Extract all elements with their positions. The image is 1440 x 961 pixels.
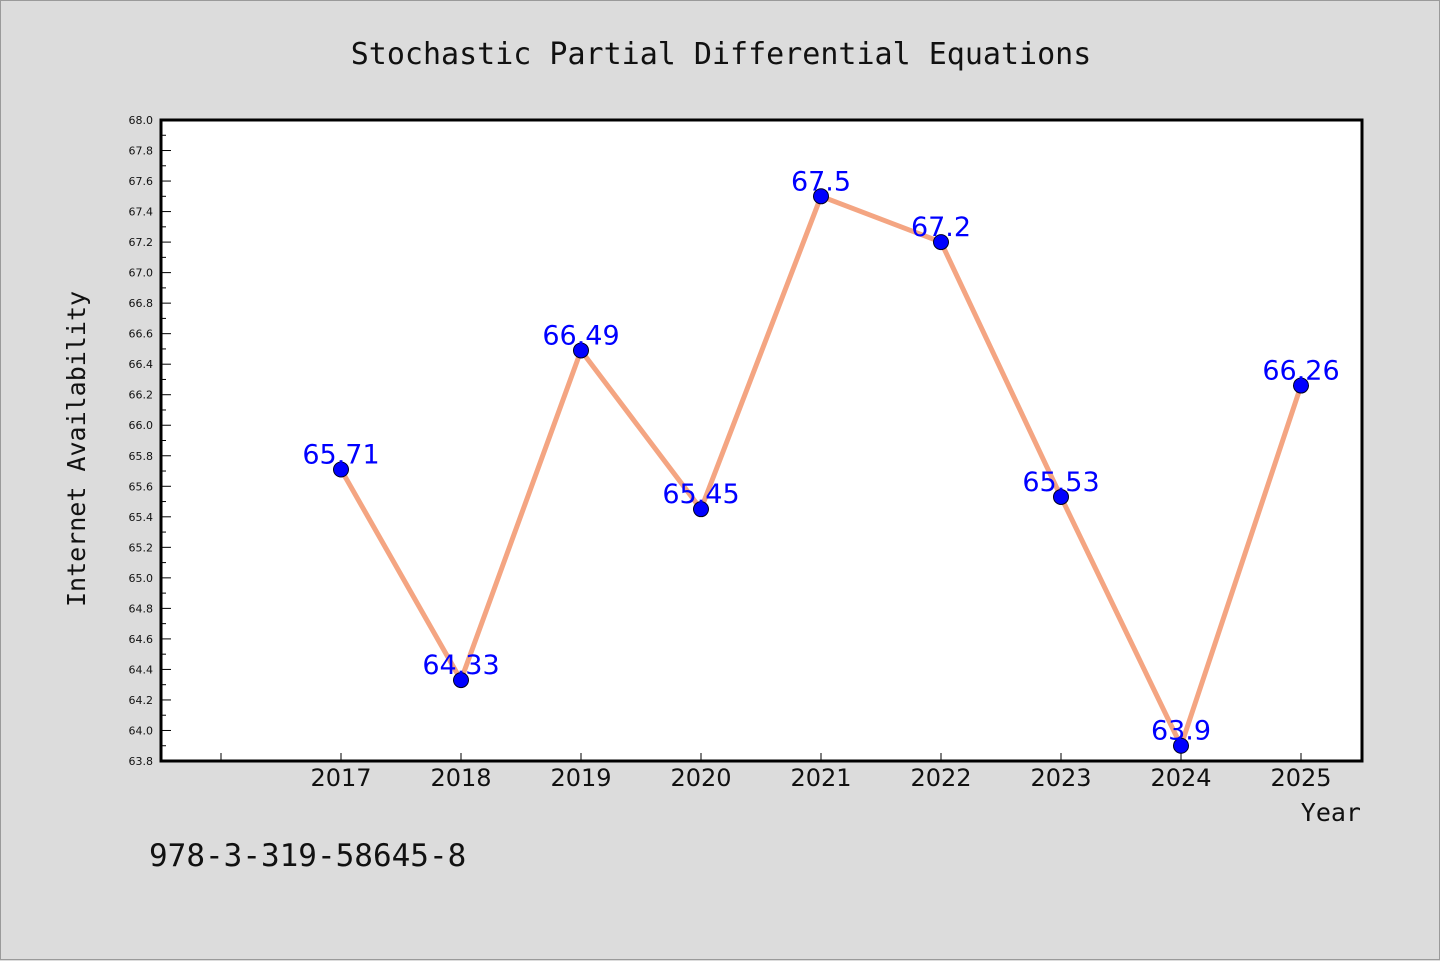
y-tick-label: 63.8 <box>129 755 154 768</box>
x-tick-label: 2025 <box>1270 764 1331 792</box>
x-tick-label: 2021 <box>790 764 851 792</box>
data-label: 65.53 <box>1022 467 1099 498</box>
x-tick-label: 2023 <box>1030 764 1091 792</box>
x-tick-label: 2018 <box>430 764 491 792</box>
y-tick-label: 67.2 <box>129 236 154 249</box>
y-tick-label: 65.2 <box>129 541 154 554</box>
data-label: 66.49 <box>542 320 619 351</box>
y-tick-label: 64.8 <box>129 602 154 615</box>
isbn-footnote: 978-3-319-58645-8 <box>149 838 466 874</box>
data-label: 63.9 <box>1151 716 1211 747</box>
y-tick-label: 67.6 <box>129 175 154 188</box>
data-point <box>1053 488 1069 505</box>
data-point <box>573 342 589 359</box>
y-tick-label: 65.6 <box>129 480 154 493</box>
y-axis: 63.8 64.0 64.2 64.4 64.6 64.8 65.0 65.2 65.4 65.6… <box>129 114 171 768</box>
x-axis-label: Year <box>1301 798 1361 827</box>
data-point <box>1293 377 1309 394</box>
data-label: 67.5 <box>791 166 851 197</box>
data-label: 66.26 <box>1262 356 1339 387</box>
data-label: 67.2 <box>911 212 971 243</box>
x-tick-label: 2024 <box>1150 764 1211 792</box>
y-tick-label: 64.6 <box>129 633 154 646</box>
y-tick-label: 67.0 <box>129 267 154 280</box>
data-point <box>813 188 829 205</box>
series-group <box>333 188 1309 754</box>
data-label-group: 65.71 64.33 66.49 65.45 67.5 67.2 65.53 63.9 66.… <box>302 166 1339 746</box>
x-tick-label: 2019 <box>550 764 611 792</box>
y-tick-label: 66.2 <box>129 389 154 402</box>
y-tick-label: 66.8 <box>129 297 154 310</box>
y-tick-label: 67.4 <box>129 206 154 219</box>
y-tick-label: 67.8 <box>129 145 154 158</box>
y-tick-label: 65.0 <box>129 572 154 585</box>
y-tick-label: 68.0 <box>129 114 154 127</box>
data-label: 64.33 <box>422 650 499 681</box>
chart-title: Stochastic Partial Differential Equation… <box>351 37 1092 72</box>
y-tick-label: 64.0 <box>129 724 154 737</box>
y-tick-label: 64.2 <box>129 694 154 707</box>
x-tick-label: 2022 <box>910 764 971 792</box>
y-tick-label: 65.8 <box>129 450 154 463</box>
x-tick-label: 2017 <box>310 764 371 792</box>
y-tick-label: 65.4 <box>129 511 154 524</box>
x-axis: 2017 2018 2019 2020 2021 2022 2023 2024 2025 <box>220 753 1332 792</box>
data-point <box>453 672 469 689</box>
plot-area <box>159 118 1364 763</box>
data-label: 65.45 <box>662 479 739 510</box>
y-tick-label: 66.0 <box>129 419 154 432</box>
y-axis-label: Internet Availability <box>62 291 91 607</box>
y-tick-label: 66.4 <box>129 358 154 371</box>
y-tick-label: 66.6 <box>129 328 154 341</box>
data-label: 65.71 <box>302 439 379 470</box>
y-tick-label: 64.4 <box>129 663 154 676</box>
x-tick-label: 2020 <box>670 764 731 792</box>
data-point <box>333 461 349 478</box>
data-point <box>933 234 949 251</box>
data-point <box>1173 737 1189 754</box>
data-point <box>693 501 709 518</box>
